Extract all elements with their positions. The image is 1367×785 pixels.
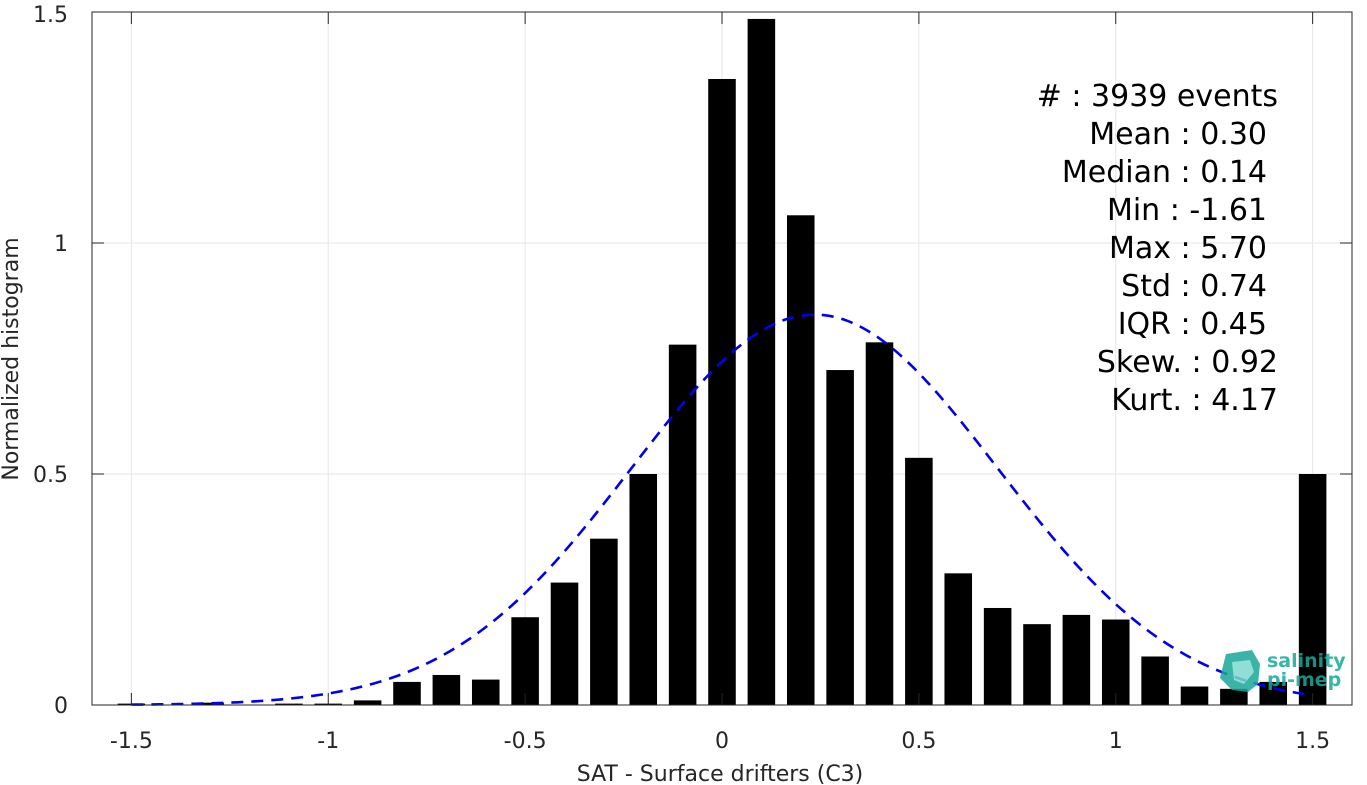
histogram-bar — [1220, 688, 1248, 705]
x-tick-label: 0.5 — [901, 729, 936, 754]
histogram-bar — [1180, 686, 1209, 705]
histogram-bar — [747, 18, 776, 706]
histogram-bar — [1062, 614, 1091, 705]
y-tick-label: 0.5 — [33, 463, 68, 488]
stat-median: Median : 0.14 — [1062, 155, 1267, 190]
stat-std: Std : 0.74 — [1121, 269, 1267, 304]
stat-max: Max : 5.70 — [1109, 231, 1267, 266]
histogram-bar — [1141, 656, 1169, 705]
gaussian-fit-curve — [131, 313, 1313, 706]
y-tick-label: 1 — [54, 232, 68, 257]
stat-mean: Mean : 0.30 — [1089, 117, 1267, 152]
histogram-bar — [511, 617, 539, 705]
stat-skew: Skew. : 0.92 — [1097, 345, 1278, 380]
axis-ticks — [92, 11, 1352, 706]
histogram-bar — [1023, 624, 1051, 705]
histogram-bar — [590, 538, 618, 705]
histogram-bar — [629, 474, 658, 705]
x-tick-label: -1.5 — [110, 729, 153, 754]
x-tick-label: -0.5 — [504, 729, 547, 754]
x-tick-label: 1.5 — [1295, 729, 1330, 754]
y-tick-labels: 0 0.5 1 1.5 — [33, 3, 68, 719]
histogram-bar — [196, 702, 224, 705]
y-tick-label: 0 — [54, 694, 68, 719]
histogram-bar — [944, 573, 973, 705]
histogram-bar — [708, 78, 736, 706]
y-tick-label: 1.5 — [33, 3, 68, 28]
histogram-bar — [393, 681, 421, 705]
x-tick-label: 1 — [1109, 729, 1123, 754]
y-axis-label: Normalized histogram — [0, 237, 24, 480]
logo-emblem-highlight-icon — [1232, 660, 1254, 684]
statistics-text: # : 3939 events Mean : 0.30 Median : 0.1… — [1037, 79, 1278, 418]
stat-min: Min : -1.61 — [1107, 193, 1267, 228]
stat-kurt: Kurt. : 4.17 — [1111, 383, 1278, 418]
histogram-bar — [550, 582, 579, 705]
histogram-bars — [117, 18, 1327, 706]
histogram-bar — [1101, 619, 1130, 705]
histogram-bar — [1298, 474, 1327, 705]
histogram-bar — [865, 342, 894, 705]
histogram-bar — [1259, 681, 1288, 705]
histogram-bar — [786, 215, 815, 705]
x-axis-label: SAT - Surface drifters (C3) — [577, 762, 864, 785]
histogram-bar — [432, 674, 461, 705]
histogram-bar — [471, 679, 500, 705]
salinity-pi-mep-logo: salinity pi-mep — [1220, 650, 1346, 692]
histogram-bar — [668, 344, 697, 705]
x-tick-label: -1 — [317, 729, 339, 754]
x-tick-labels: -1.5 -1 -0.5 0 0.5 1 1.5 — [110, 729, 1330, 754]
histogram-bar — [983, 607, 1012, 705]
stat-iqr: IQR : 0.45 — [1118, 307, 1267, 342]
histogram-bar — [905, 457, 933, 705]
stat-count: # : 3939 events — [1037, 79, 1278, 114]
x-tick-label: 0 — [715, 729, 729, 754]
histogram-bar — [275, 703, 303, 705]
logo-line1: salinity — [1267, 650, 1346, 672]
histogram-bar — [826, 370, 854, 705]
logo-line2: pi-mep — [1267, 669, 1341, 691]
histogram-bar — [353, 700, 382, 705]
